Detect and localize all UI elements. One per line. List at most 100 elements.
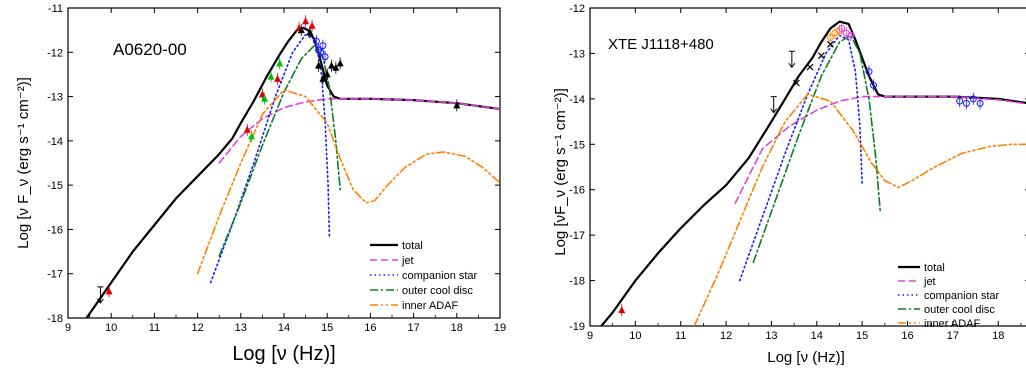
data-point-triangle [248, 132, 256, 140]
data-point-circle [956, 97, 964, 105]
legend: total jet companion star outer cool disc inn… [898, 262, 1000, 330]
data-point-cross [817, 52, 825, 60]
x-tick-label: 17 [407, 322, 419, 334]
legend-label: inner ADAF [924, 318, 981, 330]
plot-frame [589, 7, 1026, 327]
axis-ticks: 9 10 11 12 13 14 15 16 17 18 19 -18 -17 -16 -15 -14 -13 -… [47, 3, 506, 334]
legend-label: total [924, 262, 945, 274]
x-axis-label: Log [ν (Hz)] [767, 349, 845, 366]
x-tick-label: 11 [675, 330, 686, 342]
y-tick-label: -17 [47, 269, 63, 281]
series-companion-star-line [209, 33, 331, 284]
y-axis-label: Log [ν F_ν (erg s⁻¹ cm⁻²)] [15, 77, 32, 249]
data-point-triangle [302, 17, 310, 25]
y-tick-label: -12 [569, 3, 585, 15]
observation-layer [618, 22, 984, 317]
data-point-triangle [315, 61, 323, 69]
x-tick-label: 12 [191, 322, 203, 334]
data-point-triangle [274, 74, 282, 82]
data-point-circle [962, 99, 970, 107]
y-tick-label: -17 [569, 230, 585, 242]
data-point-cross [826, 40, 834, 48]
data-point-triangle [267, 72, 275, 80]
x-tick-label: 14 [811, 330, 823, 342]
data-point-triangle [319, 74, 327, 82]
y-tick-label: -18 [47, 313, 63, 325]
data-point-circle [976, 99, 984, 107]
x-tick-label: 10 [105, 322, 117, 334]
data-point-circle [838, 24, 846, 32]
series-inner-ADAF-line [196, 89, 500, 275]
data-point-triangle [243, 125, 251, 133]
data-point-cross [792, 79, 800, 87]
x-tick-label: 14 [278, 322, 290, 334]
series-jet-line [734, 95, 1026, 205]
legend-label: total [402, 240, 423, 252]
x-axis-label: Log [ν (Hz)] [232, 343, 335, 365]
series-inner-ADAF-line [693, 93, 1026, 326]
y-tick-label: -14 [569, 94, 585, 106]
data-point-circle [315, 46, 323, 54]
x-tick-label: 16 [901, 330, 913, 342]
series-outer-cool-disc-line [752, 34, 882, 264]
legend-label: inner ADAF [402, 300, 459, 312]
x-tick-label: 10 [629, 330, 641, 342]
upper-limit-arrow [97, 286, 104, 304]
series-outer-cool-disc-line [218, 44, 342, 257]
chart-title: A0620-00 [113, 40, 187, 59]
y-tick-label: -19 [569, 321, 585, 333]
data-point-circle [321, 53, 329, 61]
data-point-circle [319, 42, 327, 50]
y-tick-label: -16 [569, 185, 585, 197]
data-point-triangle [306, 28, 314, 36]
data-point-circle [826, 34, 834, 42]
y-axis-label: Log [νF_ν (erg s⁻¹ cm⁻²)] [552, 88, 569, 256]
series-jet-line [218, 98, 500, 164]
legend-label: companion star [402, 270, 478, 282]
x-tick-label: 9 [587, 330, 593, 342]
data-point-triangle [618, 306, 626, 314]
y-tick-label: -12 [47, 47, 63, 59]
series-layer [599, 20, 1026, 326]
data-point-triangle [276, 59, 284, 67]
series-companion-star-line [738, 34, 864, 282]
data-point-triangle [323, 70, 331, 78]
x-tick-label: 11 [149, 322, 160, 334]
chart-panel-xte: 9 10 11 12 13 14 15 16 17 18 -19 -18 -17 -16 -15 -14 -13… [552, 3, 1026, 366]
data-point-circle [835, 27, 843, 35]
upper-limit-arrow [770, 96, 778, 114]
y-tick-label: -13 [569, 48, 585, 60]
data-point-triangle [308, 21, 316, 29]
series-total-line [85, 26, 500, 318]
x-tick-label: 13 [235, 322, 247, 334]
data-point-circle [317, 48, 325, 56]
x-tick-label: 15 [321, 322, 333, 334]
x-tick-label: 16 [364, 322, 376, 334]
upper-limit-arrow [788, 50, 796, 69]
y-tick-label: -11 [48, 3, 63, 15]
x-tick-label: 18 [992, 330, 1004, 342]
chart-title: XTE J1118+480 [608, 36, 714, 53]
x-tick-label: 17 [947, 330, 959, 342]
legend: total jet companion star outer cool disc inn… [370, 240, 478, 312]
chart-panel-a0620: 9 10 11 12 13 14 15 16 17 18 19 -18 -17 -16 -15 -14 -13 -… [15, 3, 506, 365]
data-point-circle [865, 68, 873, 76]
x-tick-label: 19 [494, 322, 506, 334]
data-point-circle [847, 31, 855, 39]
series-layer [85, 26, 500, 318]
y-tick-label: -16 [47, 224, 63, 236]
legend-label: outer cool disc [402, 285, 473, 297]
data-point-circle [969, 95, 977, 103]
y-tick-label: -14 [47, 136, 63, 148]
data-point-circle [870, 81, 878, 89]
data-point-triangle [336, 59, 344, 67]
data-point-circle [312, 37, 320, 45]
x-tick-label: 18 [451, 322, 463, 334]
y-tick-label: -15 [569, 139, 585, 151]
legend-label: outer cool disc [924, 304, 995, 316]
x-tick-label: 12 [720, 330, 732, 342]
x-tick-label: 9 [65, 322, 71, 334]
data-point-cross [806, 63, 814, 71]
axis-ticks: 9 10 11 12 13 14 15 16 17 18 -19 -18 -17 -16 -15 -14 -13… [569, 3, 1026, 342]
